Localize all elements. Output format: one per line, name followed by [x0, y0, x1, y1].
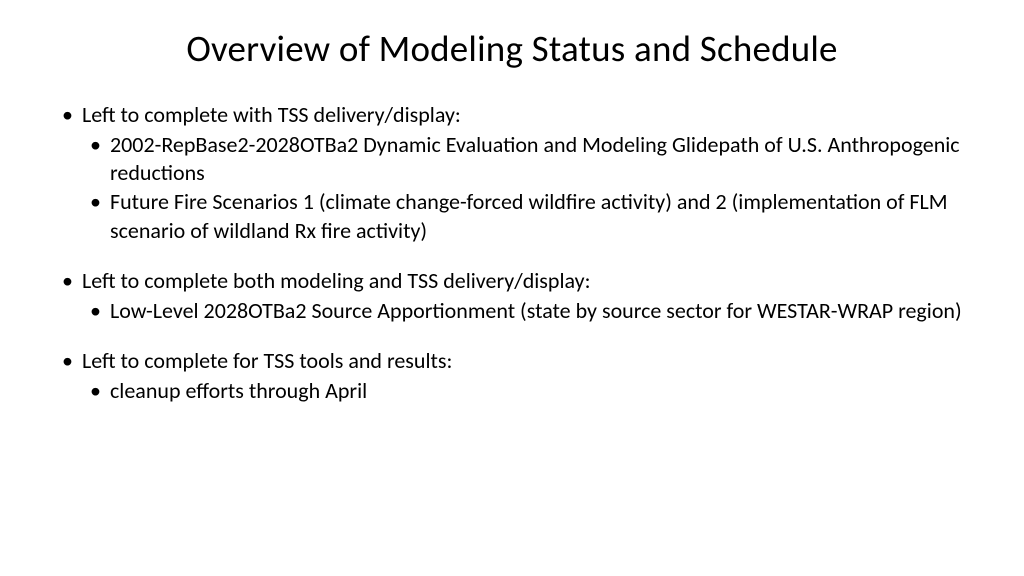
page-title: Overview of Modeling Status and Schedule [54, 26, 970, 71]
list-item: Left to complete for TSS tools and resul… [60, 347, 970, 405]
list-item: 2002-RepBase2-2028OTBa2 Dynamic Evaluati… [82, 131, 970, 187]
bullet-text: Left to complete both modeling and TSS d… [82, 267, 591, 294]
sub-bullet-list: 2002-RepBase2-2028OTBa2 Dynamic Evaluati… [82, 131, 970, 245]
bullet-text: Left to complete with TSS delivery/displ… [82, 101, 461, 128]
list-item: Left to complete both modeling and TSS d… [60, 267, 970, 325]
sub-bullet-list: cleanup efforts through April [82, 377, 970, 405]
list-item: cleanup efforts through April [82, 377, 970, 405]
bullet-text: 2002-RepBase2-2028OTBa2 Dynamic Evaluati… [110, 131, 960, 186]
list-item: Left to complete with TSS delivery/displ… [60, 101, 970, 245]
bullet-text: Left to complete for TSS tools and resul… [82, 347, 452, 374]
slide: Overview of Modeling Status and Schedule… [0, 0, 1024, 576]
bullet-text: Future Fire Scenarios 1 (climate change-… [110, 188, 948, 243]
bullet-list: Left to complete with TSS delivery/displ… [60, 101, 970, 405]
bullet-text: Low-Level 2028OTBa2 Source Apportionment… [110, 297, 962, 324]
list-item: Low-Level 2028OTBa2 Source Apportionment… [82, 297, 970, 325]
list-item: Future Fire Scenarios 1 (climate change-… [82, 188, 970, 244]
sub-bullet-list: Low-Level 2028OTBa2 Source Apportionment… [82, 297, 970, 325]
bullet-text: cleanup efforts through April [110, 377, 367, 404]
slide-content: Left to complete with TSS delivery/displ… [54, 101, 970, 405]
